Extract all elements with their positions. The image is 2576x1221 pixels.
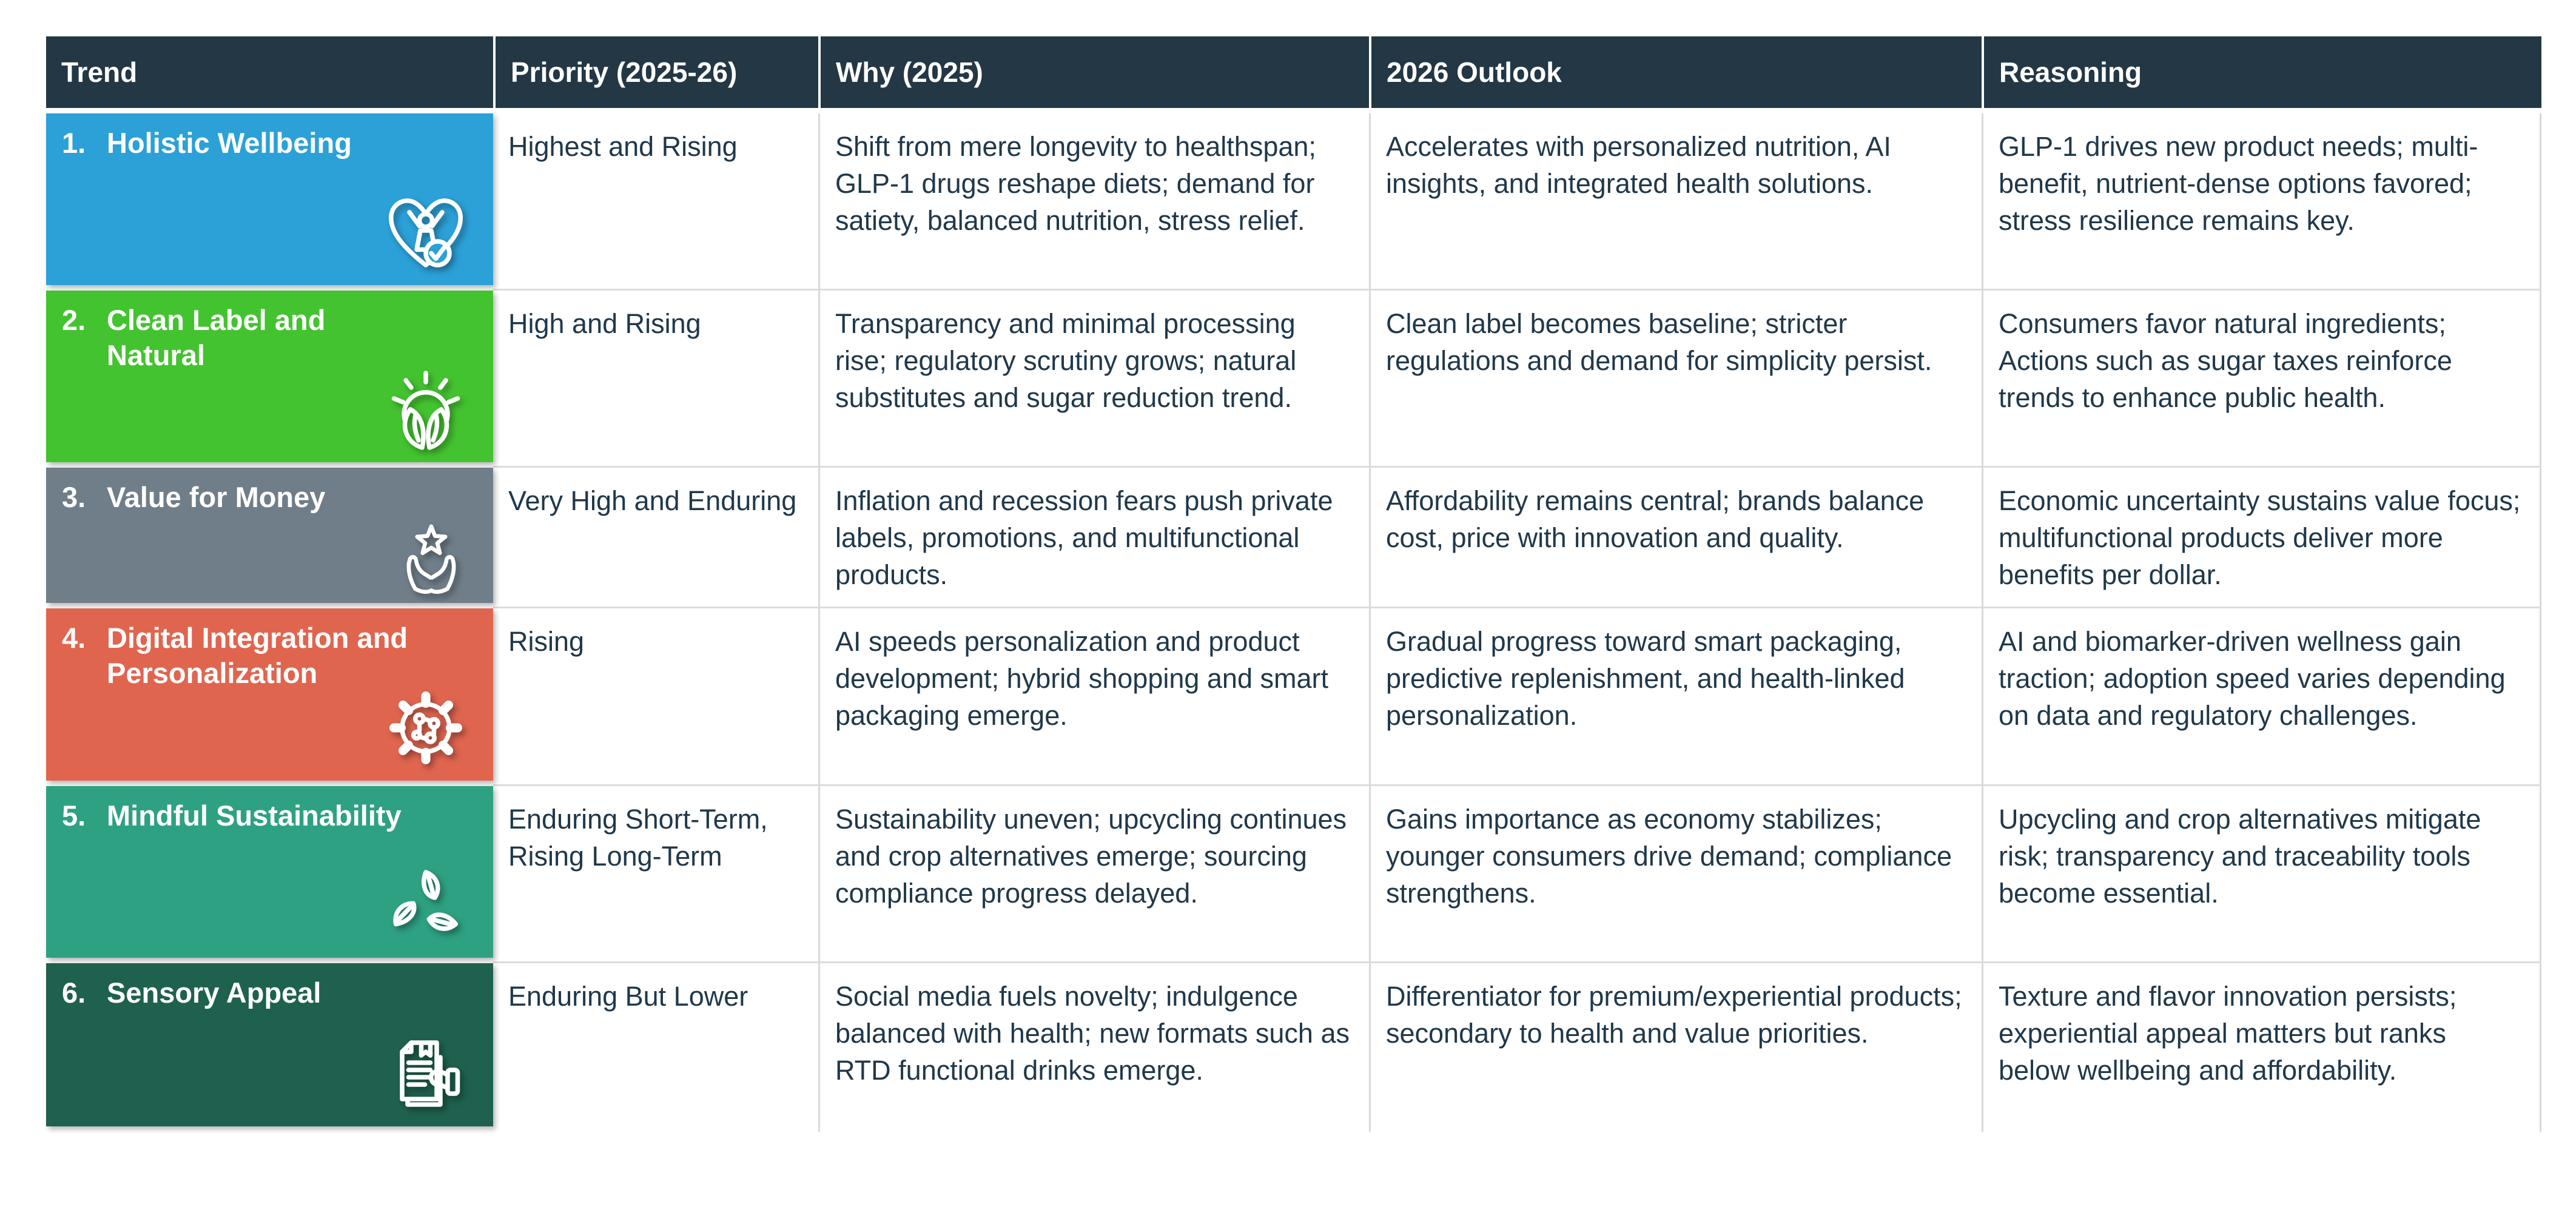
priority-cell: Enduring Short-Term, Rising Long-Term [493, 786, 818, 963]
priority-cell: Enduring But Lower [493, 963, 818, 1132]
recycle-leaves-icon [380, 859, 471, 950]
heart-person-check-icon [380, 187, 471, 278]
reasoning-cell: Economic uncertainty sustains value focu… [1982, 468, 2541, 608]
outlook-cell: Affordability remains central; brands ba… [1369, 468, 1982, 608]
why-cell: Social media fuels novelty; indulgence b… [818, 963, 1369, 1132]
column-header-why: Why (2025) [818, 36, 1369, 108]
reasoning-cell: AI and biomarker-driven wellness gain tr… [1982, 608, 2541, 786]
trend-cell-holistic-wellbeing: 1. Holistic Wellbeing [46, 113, 493, 285]
trend-cell-sensory-appeal: 6. Sensory Appeal [46, 963, 493, 1126]
table-row: 1. Holistic Wellbeing Highest and Rising… [46, 113, 2541, 291]
trend-cell-digital-integration: 4. Digital Integration and Personalizati… [46, 608, 493, 781]
trend-title: Value for Money [107, 481, 326, 513]
reasoning-cell: Texture and flavor innovation persists; … [1982, 963, 2541, 1132]
table-row: 2. Clean Label and Natural High and Risi… [46, 291, 2541, 468]
hands-holding-star-icon [391, 517, 471, 597]
trend-number: 5. [62, 799, 86, 832]
why-cell: Shift from mere longevity to healthspan;… [818, 113, 1369, 291]
priority-cell: High and Rising [493, 291, 818, 468]
outlook-cell: Clean label becomes baseline; stricter r… [1369, 291, 1982, 468]
trend-number: 6. [62, 977, 86, 1009]
trend-title: Holistic Wellbeing [107, 127, 352, 159]
document-hand-icon [380, 1028, 471, 1119]
gear-circuit-icon [380, 682, 471, 773]
outlook-cell: Gains importance as economy stabilizes; … [1369, 786, 1982, 963]
trend-title: Sensory Appeal [107, 977, 321, 1009]
trend-cell-mindful-sustainability: 5. Mindful Sustainability [46, 786, 493, 958]
table-row: 4. Digital Integration and Personalizati… [46, 608, 2541, 786]
outlook-cell: Differentiator for premium/experiential … [1369, 963, 1982, 1132]
sunrise-leaves-icon [380, 364, 471, 455]
trend-number: 4. [62, 622, 86, 654]
trend-title: Mindful Sustainability [107, 799, 402, 832]
reasoning-cell: GLP-1 drives new product needs; multi-be… [1982, 113, 2541, 291]
trend-cell-clean-label: 2. Clean Label and Natural [46, 291, 493, 462]
column-header-outlook: 2026 Outlook [1369, 36, 1982, 108]
table-row: 6. Sensory Appeal Enduring But Lower Soc… [46, 963, 2541, 1132]
priority-cell: Highest and Rising [493, 113, 818, 291]
column-header-priority: Priority (2025-26) [493, 36, 818, 108]
trend-number: 1. [62, 127, 86, 159]
why-cell: Transparency and minimal processing rise… [818, 291, 1369, 468]
trend-number: 2. [62, 304, 86, 336]
outlook-cell: Accelerates with personalized nutrition,… [1369, 113, 1982, 291]
priority-cell: Rising [493, 608, 818, 786]
trend-cell-value-for-money: 3. Value for Money [46, 468, 493, 603]
table-row: 3. Value for Money Very High and Endurin… [46, 468, 2541, 608]
why-cell: AI speeds personalization and product de… [818, 608, 1369, 786]
why-cell: Inflation and recession fears push priva… [818, 468, 1369, 608]
table-header-row: Trend Priority (2025-26) Why (2025) 2026… [46, 36, 2541, 108]
reasoning-cell: Consumers favor natural ingredients; Act… [1982, 291, 2541, 468]
trend-table: Trend Priority (2025-26) Why (2025) 2026… [46, 36, 2541, 1132]
trend-title: Digital Integration and Personalization [107, 622, 408, 690]
reasoning-cell: Upcycling and crop alternatives mitigate… [1982, 786, 2541, 963]
column-header-trend: Trend [46, 36, 493, 108]
outlook-cell: Gradual progress toward smart packaging,… [1369, 608, 1982, 786]
table-row: 5. Mindful Sustainability [46, 786, 2541, 963]
priority-cell: Very High and Enduring [493, 468, 818, 608]
why-cell: Sustainability uneven; upcycling continu… [818, 786, 1369, 963]
trend-number: 3. [62, 481, 86, 513]
trend-title: Clean Label and Natural [107, 304, 326, 372]
column-header-reasoning: Reasoning [1982, 36, 2541, 108]
